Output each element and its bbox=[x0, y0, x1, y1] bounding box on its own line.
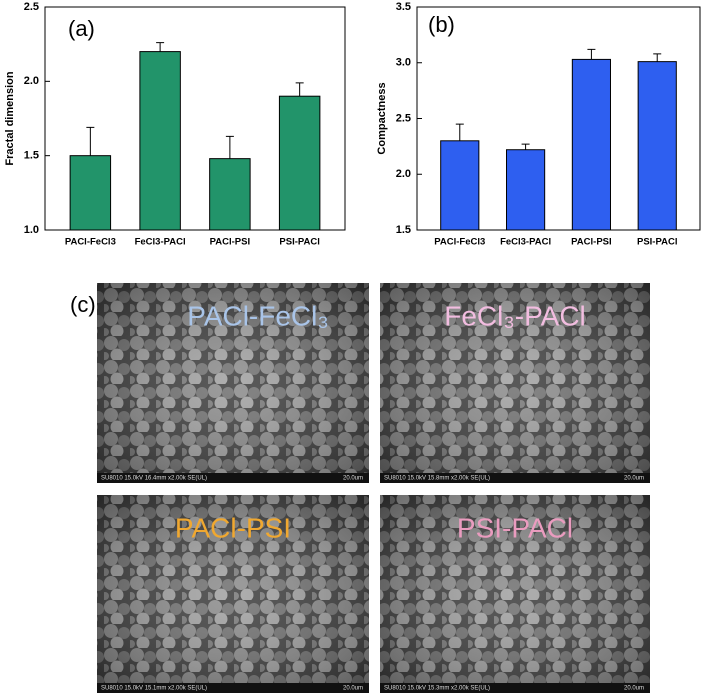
y-tick-label: 1.5 bbox=[396, 224, 411, 236]
error-bar bbox=[156, 42, 165, 52]
bar bbox=[440, 140, 480, 231]
error-bar bbox=[455, 123, 464, 141]
panel-label: (b) bbox=[428, 12, 455, 37]
y-tick-label: 3.0 bbox=[396, 57, 411, 69]
image-label: PACl-PSI bbox=[175, 512, 291, 543]
sem-image: SU8010 15.0kV 15.8mm x2.00k SE(UL) 20.0um… bbox=[380, 283, 650, 483]
bar bbox=[506, 149, 546, 231]
x-tick-label: FeCl3-PACl bbox=[135, 237, 186, 248]
image-label: FeCl₃-PACl bbox=[444, 300, 586, 331]
image-footer: SU8010 15.0kV 15.3mm x2.00k SE(UL) bbox=[384, 686, 490, 692]
y-tick-label: 1.5 bbox=[24, 150, 39, 162]
scale-bar-label: 20.0um bbox=[624, 686, 644, 692]
bar bbox=[278, 95, 321, 231]
image-footer: SU8010 15.0kV 15.1mm x2.00k SE(UL) bbox=[101, 686, 207, 692]
error-bar bbox=[225, 135, 234, 159]
image-footer: SU8010 15.0kV 16.4mm x2.00k SE(UL) bbox=[101, 476, 207, 482]
y-tick-label: 2.0 bbox=[396, 168, 411, 180]
image-footer-bar bbox=[380, 683, 650, 693]
image-footer-bar bbox=[380, 473, 650, 483]
image-shade bbox=[380, 283, 650, 483]
plot-frame bbox=[44, 6, 346, 231]
y-tick-label: 2.5 bbox=[396, 112, 411, 124]
scale-bar-label: 20.0um bbox=[624, 476, 644, 482]
error-bar bbox=[587, 48, 596, 60]
y-tick-label: 1.0 bbox=[24, 224, 39, 236]
image-label: PSI-PACl bbox=[457, 512, 573, 543]
image-shade bbox=[97, 495, 369, 693]
x-tick-label: PSI-PACl bbox=[637, 237, 677, 248]
y-tick-label: 2.5 bbox=[24, 1, 39, 13]
scale-bar-label: 20.0um bbox=[343, 476, 363, 482]
bar bbox=[139, 51, 181, 231]
sem-image: SU8010 15.0kV 15.1mm x2.00k SE(UL) 20.0um… bbox=[97, 495, 369, 693]
x-tick-label: PACl-FeCl3 bbox=[434, 237, 485, 248]
image-footer: SU8010 15.0kV 15.8mm x2.00k SE(UL) bbox=[384, 476, 490, 482]
panel-label: (c) bbox=[70, 292, 96, 317]
error-bar bbox=[86, 126, 95, 156]
scale-bar-label: 20.0um bbox=[343, 686, 363, 692]
y-tick-label: 2.0 bbox=[24, 75, 39, 87]
y-axis-title: Fractal dimension bbox=[4, 71, 16, 165]
x-tick-label: PACl-FeCl3 bbox=[65, 237, 116, 248]
bar bbox=[637, 61, 677, 231]
image-footer-bar bbox=[97, 473, 369, 483]
y-tick-label: 3.5 bbox=[396, 1, 411, 13]
bar bbox=[209, 158, 251, 231]
error-bar bbox=[295, 82, 304, 97]
image-label: PACl-FeCl₃ bbox=[187, 300, 329, 331]
image-shade bbox=[97, 283, 369, 483]
sem-image: SU8010 15.0kV 15.3mm x2.00k SE(UL) 20.0um… bbox=[380, 495, 650, 693]
panel-label: (a) bbox=[68, 16, 95, 41]
x-tick-label: PACl-PSI bbox=[571, 237, 611, 248]
image-footer-bar bbox=[97, 683, 369, 693]
bar bbox=[69, 155, 112, 231]
error-bar bbox=[521, 143, 530, 150]
sem-image: SU8010 15.0kV 16.4mm x2.00k SE(UL) 20.0um… bbox=[97, 283, 369, 483]
y-axis-title: Compactness bbox=[376, 82, 388, 154]
error-bar bbox=[653, 53, 662, 62]
x-tick-label: PACl-PSI bbox=[210, 237, 250, 248]
bar bbox=[571, 58, 611, 231]
x-tick-label: PSI-PACl bbox=[279, 237, 319, 248]
image-shade bbox=[380, 495, 650, 693]
x-tick-label: FeCl3-PACl bbox=[500, 237, 551, 248]
